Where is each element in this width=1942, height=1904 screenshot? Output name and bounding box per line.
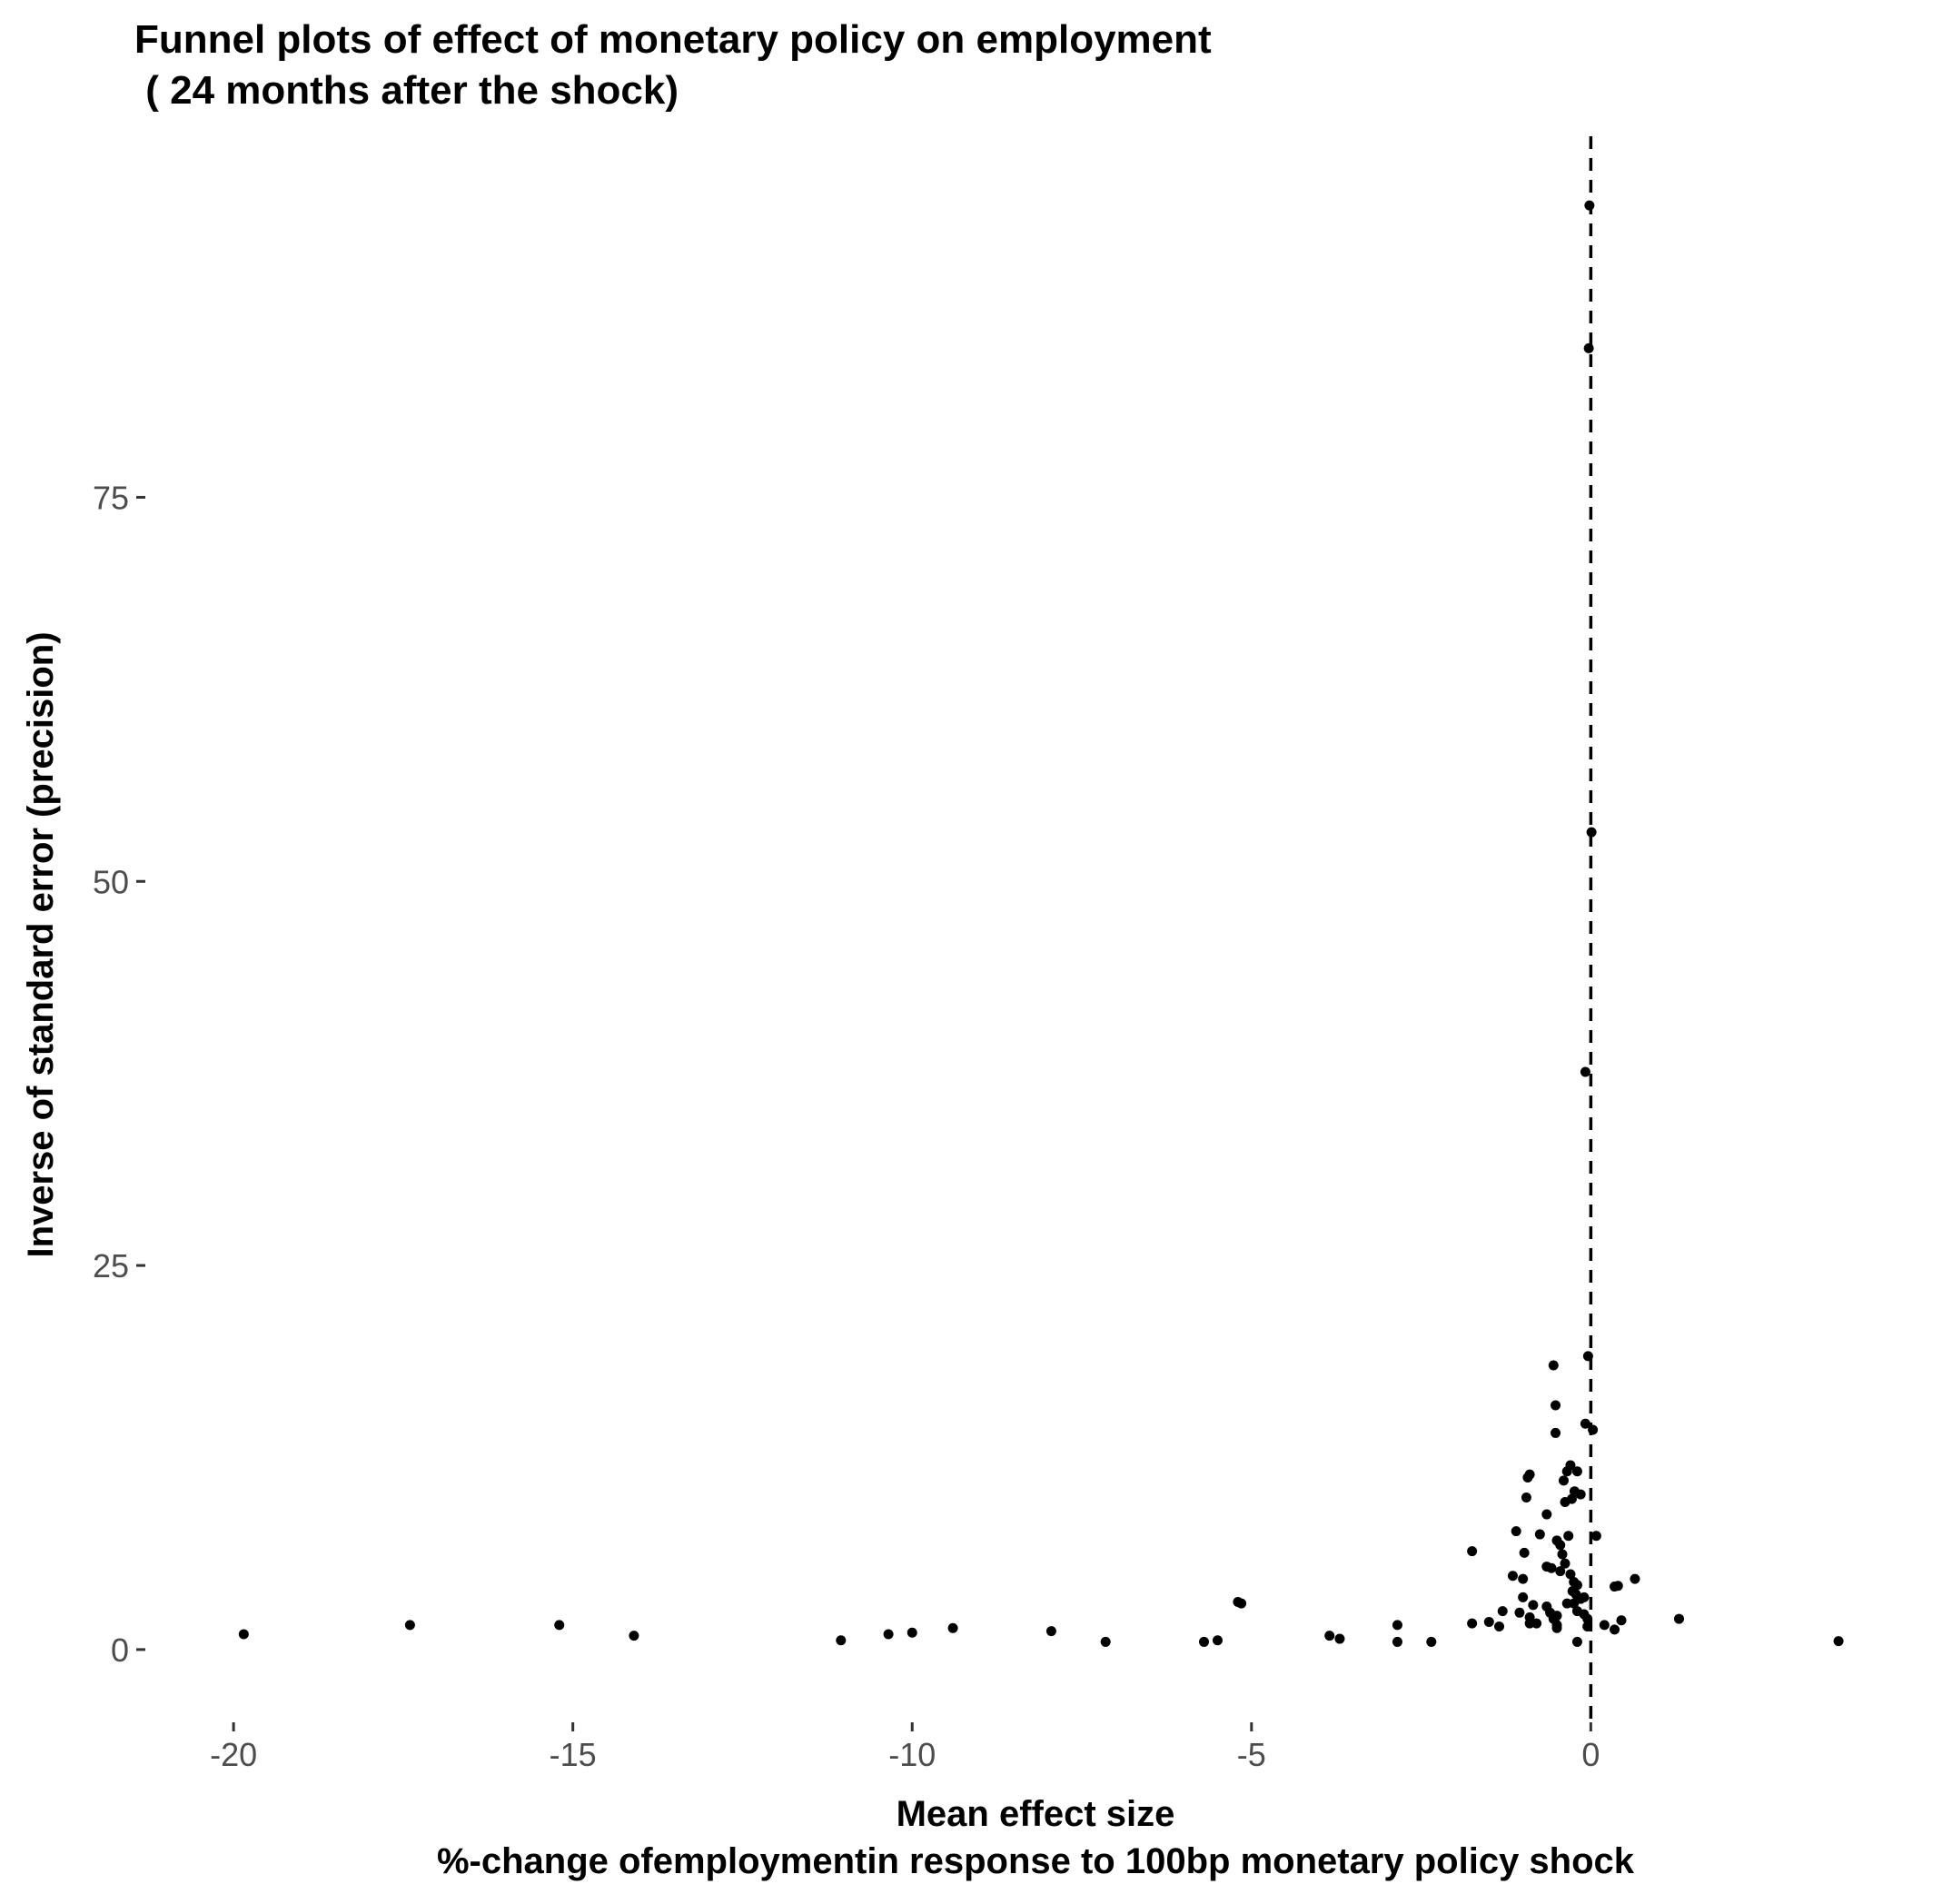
data-point [1580,1418,1590,1429]
x-tick-label: 0 [1581,1736,1600,1773]
data-point [1599,1620,1610,1631]
y-axis-title: Inverse of standard error (precision) [21,631,61,1257]
data-point [1586,827,1597,838]
y-tick-label: 25 [93,1247,129,1284]
y-tick-label: 50 [93,863,129,900]
data-point [1551,1400,1561,1411]
data-point [1555,1540,1566,1551]
y-tick-label: 75 [93,479,129,516]
data-point [1522,1472,1533,1483]
data-point [1045,1626,1056,1637]
x-axis-title-line-2: %-change ofemploymentin response to 100b… [437,1841,1635,1881]
x-axis-title-line-1: Mean effect size [897,1794,1175,1834]
data-point [1610,1624,1620,1635]
chart-title-line-1: Funnel plots of effect of monetary polic… [134,17,1212,62]
data-point [1534,1529,1545,1540]
data-point [1616,1615,1627,1626]
data-point [1546,1562,1557,1573]
data-point [1582,1351,1593,1362]
data-point [1569,1598,1580,1609]
data-point [1566,1493,1577,1504]
data-point [1548,1360,1559,1371]
data-point [1528,1600,1539,1611]
data-point [1518,1592,1529,1602]
chart-title-line-2: ( 24 months after the shock) [134,68,679,113]
data-point [1563,1531,1574,1542]
data-point [1426,1636,1437,1647]
x-tick-label: -5 [1237,1736,1266,1773]
y-tick-label: 0 [111,1631,129,1669]
data-point [947,1622,958,1633]
data-point [1467,1546,1478,1557]
data-point [1521,1492,1531,1502]
data-point [1630,1573,1640,1584]
data-point [1588,1424,1599,1435]
data-point [1583,342,1594,353]
data-point [1514,1607,1525,1618]
data-point [1575,1489,1586,1500]
data-point [1324,1631,1335,1641]
data-point [238,1629,249,1640]
data-point [1541,1509,1552,1520]
data-point [1612,1581,1623,1592]
plot-area: 0 25 50 75 -20 -15 -10 -5 0 [93,136,1844,1773]
data-point [1557,1549,1568,1560]
data-point [1580,1066,1590,1077]
data-point [1392,1620,1402,1631]
data-point [554,1620,565,1631]
data-point [1511,1526,1521,1537]
data-point [1483,1616,1494,1627]
data-point [1833,1636,1844,1647]
data-point [1565,1460,1576,1471]
data-point [1584,200,1595,211]
data-point [1334,1633,1345,1644]
data-point [1551,1427,1561,1438]
data-point [1558,1475,1569,1486]
data-point [1571,1466,1582,1477]
data-point [1494,1621,1505,1632]
data-point [404,1620,415,1631]
data-point [1551,1622,1562,1633]
data-point [1579,1592,1590,1602]
data-point [1212,1635,1223,1646]
data-point [883,1629,894,1640]
data-point [1571,1636,1582,1647]
data-point [1199,1636,1210,1647]
x-tick-label: -10 [888,1736,936,1773]
data-point [1497,1606,1508,1617]
data-point [907,1627,917,1638]
data-point [1392,1636,1402,1647]
data-point [1674,1613,1685,1624]
data-point [1582,1621,1593,1632]
data-point [1519,1547,1530,1558]
data-point [1467,1618,1478,1629]
data-point [1582,1613,1593,1624]
data-point [1100,1636,1111,1647]
data-point [1518,1573,1529,1584]
data-point [1565,1569,1576,1580]
x-tick-label: -20 [210,1736,257,1773]
data-point [1507,1571,1518,1582]
data-point [1236,1598,1247,1609]
data-point [836,1635,847,1646]
data-point [1531,1618,1542,1629]
x-tick-label: -15 [550,1736,597,1773]
data-point [1590,1531,1601,1542]
data-point [1555,1566,1566,1577]
data-point [629,1631,639,1641]
data-point [1560,1558,1570,1569]
